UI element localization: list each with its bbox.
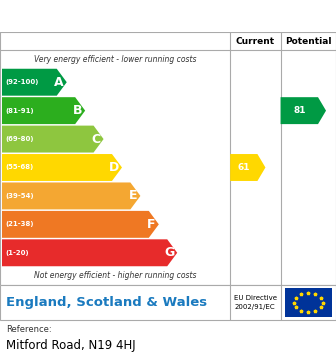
Text: 61: 61 <box>238 163 250 172</box>
Text: Very energy efficient - lower running costs: Very energy efficient - lower running co… <box>34 55 196 64</box>
Polygon shape <box>2 182 140 209</box>
Text: Potential: Potential <box>285 37 332 45</box>
Text: Current: Current <box>236 37 275 45</box>
Text: Reference:: Reference: <box>6 325 52 334</box>
Text: A: A <box>54 76 64 89</box>
Text: D: D <box>109 161 119 174</box>
Text: (81-91): (81-91) <box>5 108 34 114</box>
Text: 81: 81 <box>293 106 305 115</box>
Polygon shape <box>2 211 159 238</box>
Text: (39-54): (39-54) <box>5 193 34 199</box>
Text: EU Directive
2002/91/EC: EU Directive 2002/91/EC <box>234 295 277 310</box>
Polygon shape <box>230 154 265 181</box>
Polygon shape <box>2 69 67 96</box>
Text: Mitford Road, N19 4HJ: Mitford Road, N19 4HJ <box>6 339 136 352</box>
Polygon shape <box>2 126 103 153</box>
Text: B: B <box>73 104 82 117</box>
Text: (69-80): (69-80) <box>5 136 34 142</box>
Bar <box>285 288 332 317</box>
Polygon shape <box>2 154 122 181</box>
Text: Energy Efficiency Rating: Energy Efficiency Rating <box>63 9 273 23</box>
Text: (92-100): (92-100) <box>5 79 38 85</box>
Text: (1-20): (1-20) <box>5 250 29 256</box>
Text: F: F <box>147 218 156 231</box>
Text: C: C <box>91 132 100 146</box>
Text: Not energy efficient - higher running costs: Not energy efficient - higher running co… <box>34 272 196 280</box>
Text: G: G <box>164 246 174 259</box>
Polygon shape <box>281 97 326 124</box>
Polygon shape <box>2 239 177 266</box>
Text: (55-68): (55-68) <box>5 164 33 170</box>
Polygon shape <box>2 97 85 124</box>
Text: England, Scotland & Wales: England, Scotland & Wales <box>6 296 207 309</box>
Text: E: E <box>129 190 137 202</box>
Text: (21-38): (21-38) <box>5 222 34 227</box>
